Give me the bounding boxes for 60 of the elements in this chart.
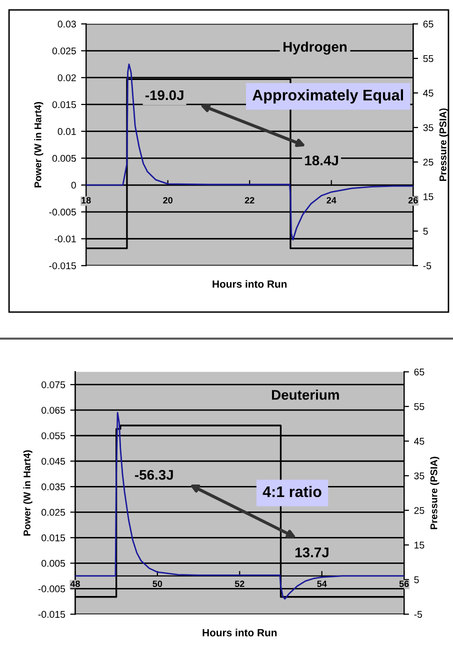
y-tick-label: 0.005 [52,154,76,162]
y-tick-label: 0.015 [42,534,66,542]
y-tick-label: 0.055 [42,432,66,440]
annotation: 4:1 ratio [262,486,322,498]
text: Deuterium [272,390,339,400]
y2-tick-label: 25 [423,158,434,166]
y-tick-label: 0.025 [52,47,76,54]
y2-tick-label: 5 [414,576,419,584]
x-axis-title: Hours into Run [212,280,287,288]
annotation: -19.0J [145,90,184,100]
y2-tick-label: 25 [414,507,424,514]
y2-tick-label: -5 [414,611,422,618]
y-tick-label: 0.03 [58,20,76,28]
y2-tick-label: -5 [423,262,432,270]
y2-tick-label: 45 [423,90,434,97]
y-tick-label: 0.045 [42,458,66,465]
x-tick-label: 24 [326,197,336,204]
y-axis-title: Power (W in Hart4) [23,450,32,536]
y-tick-label: -0.005 [49,208,76,216]
x-tick-label: 54 [317,580,327,588]
y-tick-label: 0.015 [52,101,76,108]
y-tick-label: 0.01 [58,128,76,135]
x-tick-label: 48 [70,580,80,588]
x-tick-label: 22 [244,197,254,204]
x-tick-label: 52 [234,580,244,588]
y-tick-label: 0 [71,182,76,189]
y2-tick-label: 55 [414,403,424,410]
x-axis-title: Hours into Run [202,628,277,636]
y-tick-label: 0.005 [42,560,66,567]
annotation: 13.7J [295,548,328,558]
y-tick-label: -0.015 [38,610,66,618]
y-axis-title: Power (W in Hart4) [34,102,44,188]
y-tick-label: 0.035 [42,483,66,490]
y-tick-label: 0.025 [42,508,66,516]
y2-tick-label: 45 [414,438,424,445]
y-tick-label: 0.075 [42,381,66,388]
x-tick-label: 50 [152,580,162,588]
y-tick-label: 0.065 [42,406,66,414]
annotation: -56.3J [134,470,173,480]
x-tick-label: 26 [408,197,418,204]
text: Hydrogen [284,42,347,55]
y2-tick-label: 65 [423,20,434,28]
y-tick-label: -0.005 [38,585,66,592]
y2-tick-label: 15 [424,193,434,200]
y2-tick-label: 65 [414,368,424,376]
y2-tick-label: 5 [423,228,428,235]
x-tick-label: 20 [163,197,172,204]
y2-tick-label: 35 [423,124,434,132]
x-tick-label: 18 [82,197,91,204]
y2-tick-label: 35 [414,472,424,480]
y2-tick-label: 15 [414,542,424,549]
y2-axis-title: Pressure (PSIA) [439,108,448,181]
annotation: 18.4J [305,156,338,166]
annotation: Approximately Equal [252,89,404,104]
y-tick-label: 0.02 [58,74,76,82]
y2-tick-label: 55 [423,55,434,62]
y-tick-label: -0.015 [49,262,76,270]
x-tick-label: 56 [399,580,409,588]
y-tick-label: -0.01 [54,235,76,242]
y2-axis-title: Pressure (PSIA) [430,456,440,530]
